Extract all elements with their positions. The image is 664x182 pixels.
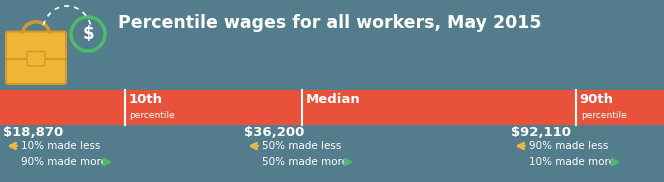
Text: 10th: 10th — [128, 93, 162, 106]
Text: 50% made more: 50% made more — [262, 157, 349, 167]
Text: percentile: percentile — [581, 111, 626, 120]
Text: Median: Median — [305, 93, 360, 106]
Text: 90th: 90th — [580, 93, 614, 106]
Text: 90% made more: 90% made more — [21, 157, 108, 167]
FancyBboxPatch shape — [6, 32, 66, 84]
Text: $92,110: $92,110 — [511, 126, 571, 139]
Text: percentile: percentile — [129, 111, 175, 120]
Text: $: $ — [82, 25, 94, 43]
Circle shape — [71, 17, 105, 51]
FancyBboxPatch shape — [27, 52, 45, 66]
Text: $36,200: $36,200 — [244, 126, 305, 139]
Bar — [0, 90, 664, 125]
Text: 50% made less: 50% made less — [262, 141, 342, 151]
Text: 10% made less: 10% made less — [21, 141, 101, 151]
Text: 10% made more: 10% made more — [529, 157, 616, 167]
Text: Percentile wages for all workers, May 2015: Percentile wages for all workers, May 20… — [118, 14, 542, 32]
Text: $18,870: $18,870 — [3, 126, 64, 139]
Text: 90% made less: 90% made less — [529, 141, 609, 151]
